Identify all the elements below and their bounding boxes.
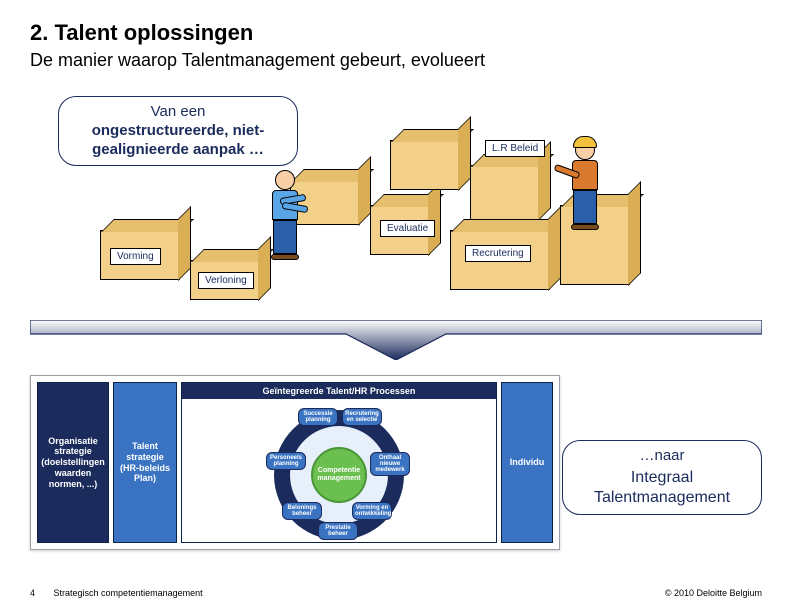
callout-to-line2: Integraal Talentmanagement bbox=[581, 468, 743, 508]
center-title: Geïntegreerde Talent/HR Processen bbox=[182, 383, 496, 399]
wheel-seg: Successie planning bbox=[298, 408, 338, 427]
page-number: 4 bbox=[30, 588, 35, 598]
center-panel: Geïntegreerde Talent/HR Processen Compet… bbox=[181, 382, 497, 543]
carton-icon bbox=[470, 165, 540, 220]
wheel-seg: Vorming en ontwikkeling bbox=[352, 502, 392, 521]
callout-to: …naar Integraal Talentmanagement bbox=[562, 440, 762, 515]
footer: 4 Strategisch competentiemanagement © 20… bbox=[30, 588, 762, 598]
footer-left-text: Strategisch competentiemanagement bbox=[54, 588, 203, 598]
carton-icon bbox=[390, 140, 460, 190]
wheel-seg: Personeels planning bbox=[266, 452, 306, 471]
footer-copyright: © 2010 Deloitte Belgium bbox=[665, 588, 762, 598]
page-subtitle: De manier waarop Talentmanagement gebeur… bbox=[30, 50, 762, 71]
wheel-seg: Onthaal nieuwe medewerk bbox=[370, 452, 410, 477]
wheel-seg: Recrutering en selectie bbox=[342, 408, 382, 427]
pillar-talent-strategy: Talent strategie (HR-beleids Plan) bbox=[113, 382, 177, 543]
wheel-seg: Prestatie beheer bbox=[318, 522, 358, 541]
worker-icon bbox=[260, 170, 310, 260]
wheel-hub: Competentie management bbox=[311, 447, 367, 503]
upper-illustration: Vorming Verloning Evaluatie Recrutering … bbox=[30, 110, 670, 310]
box-label-recrutering: Recrutering bbox=[465, 245, 531, 262]
wheel-seg: Belonings beheer bbox=[282, 502, 322, 521]
box-label-verloning: Verloning bbox=[198, 272, 254, 289]
worker-icon bbox=[560, 140, 610, 230]
box-label-evaluatie: Evaluatie bbox=[380, 220, 435, 237]
page-title: 2. Talent oplossingen bbox=[30, 20, 762, 46]
integrated-diagram: Organisatie strategie (doelstellingen wa… bbox=[30, 375, 560, 550]
process-wheel-icon: Competentie management Successie plannin… bbox=[274, 410, 404, 540]
callout-to-line1: …naar bbox=[581, 447, 743, 466]
pillar-individual: Individu bbox=[501, 382, 553, 543]
transition-arrow-icon bbox=[30, 320, 762, 360]
box-label-vorming: Vorming bbox=[110, 248, 161, 265]
box-label-lrbeleid: L.R Beleid bbox=[485, 140, 545, 157]
pillar-org-strategy: Organisatie strategie (doelstellingen wa… bbox=[37, 382, 109, 543]
